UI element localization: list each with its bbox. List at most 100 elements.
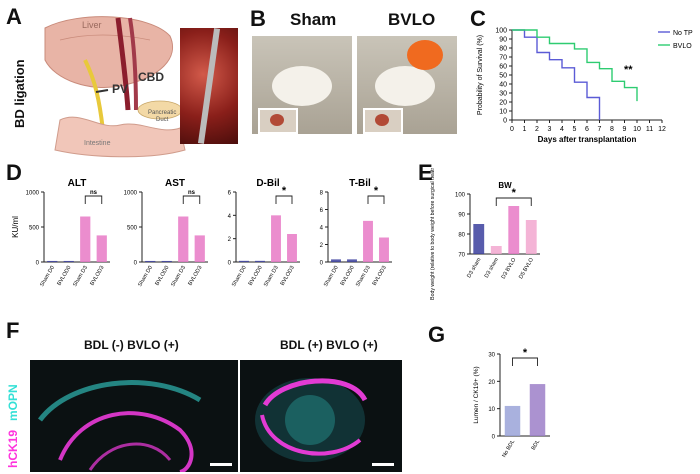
y-tick-label: 90 xyxy=(458,213,465,219)
y-tick-label: 6 xyxy=(320,208,324,214)
bar xyxy=(145,260,156,262)
category-label: Sham D0 xyxy=(231,265,248,288)
y-tick-label: 70 xyxy=(458,253,465,259)
x-tick-label: 9 xyxy=(623,126,627,133)
cbd-label: CBD xyxy=(138,70,164,84)
y-tick-label: 4 xyxy=(228,214,232,220)
bar xyxy=(347,259,357,262)
y-tick-label: 4 xyxy=(320,226,324,232)
lumen-ratio-chart: 0 10 20 30 Lumen / CK19+ (%) No BDL BDL * xyxy=(473,347,550,459)
y-axis-title: Lumen / CK19+ (%) xyxy=(473,366,480,423)
bar xyxy=(194,235,205,262)
y-tick-label: 10 xyxy=(499,109,507,116)
y-tick-label: 1000 xyxy=(124,191,138,197)
category-label: Sham D3 xyxy=(170,265,187,288)
dbil-chart: 0 2 4 6 D-Bil Sham D0 BVLOD0 Sham D3 BVLOD3 * xyxy=(228,178,300,288)
category-label: BVLOD0 xyxy=(56,265,72,287)
y-tick-label: 0 xyxy=(228,261,232,267)
x-tick-label: 1 xyxy=(523,126,527,133)
bar xyxy=(473,224,485,254)
x-tick-label: 2 xyxy=(535,126,539,133)
bile-duct-ligation-illustration xyxy=(44,16,186,158)
x-tick-label: 8 xyxy=(610,126,614,133)
bar xyxy=(508,206,520,254)
category-label: Sham D0 xyxy=(39,265,56,288)
y-tick-label: 30 xyxy=(499,91,507,98)
y-tick-label: 20 xyxy=(499,100,507,107)
y-tick-label: 60 xyxy=(499,64,507,71)
x-tick-label: 11 xyxy=(646,126,653,133)
legend-label-2: BVLO xyxy=(673,43,692,50)
bar xyxy=(47,260,58,262)
significance-label: ns xyxy=(90,190,98,196)
y-axis-title: Probability of Survival (%) xyxy=(477,35,484,115)
x-tick-label: 3 xyxy=(548,126,552,133)
intestine-label: Intestine xyxy=(84,140,111,147)
panel-g-letter: G xyxy=(428,322,446,347)
x-tick-label: 6 xyxy=(585,126,589,133)
y-tick-label: 2 xyxy=(320,243,324,249)
significance-label: * xyxy=(282,185,287,197)
y-tick-label: 50 xyxy=(499,73,507,80)
y-tick-label: 2 xyxy=(228,237,232,243)
significance-bracket xyxy=(512,357,538,366)
bar xyxy=(287,234,297,262)
bar xyxy=(239,260,249,262)
y-tick-label: 500 xyxy=(127,226,138,232)
significance-bracket xyxy=(182,195,201,204)
duct-label: Duct xyxy=(156,117,169,123)
category-label: BVLOD3 xyxy=(372,265,388,287)
x-axis-title: Days after transplantation xyxy=(538,135,637,144)
category-label: BVLOD3 xyxy=(280,265,296,287)
y-tick-label: 8 xyxy=(320,191,324,197)
x-tick-label: 5 xyxy=(573,126,577,133)
y-tick-label: 70 xyxy=(499,55,507,62)
y-tick-label: 30 xyxy=(488,353,495,359)
x-tick-label: 10 xyxy=(633,126,641,133)
y-tick-label: 40 xyxy=(499,82,507,89)
x-tick-label: 0 xyxy=(510,126,514,133)
bar xyxy=(363,220,373,262)
category-label: BVLOD3 xyxy=(187,265,203,287)
f-title-left: BDL (-) BVLO (+) xyxy=(84,338,179,352)
fluorescence-image-right xyxy=(240,360,402,472)
mopn-label: mOPN xyxy=(6,383,20,421)
category-label: Sham D0 xyxy=(137,265,154,288)
y-tick-label: 100 xyxy=(495,28,507,35)
category-label: Sham D3 xyxy=(72,265,89,288)
bar xyxy=(96,235,107,262)
significance-label: * xyxy=(374,185,379,197)
y-tick-label: 0 xyxy=(492,435,496,441)
bvlo-title: BVLO xyxy=(388,10,436,29)
significance-label: * xyxy=(512,187,517,199)
category-label: D5 BVLO xyxy=(518,256,535,280)
y-tick-label: 0 xyxy=(134,261,138,267)
bar xyxy=(80,216,91,262)
y-tick-label: 1000 xyxy=(26,191,40,197)
sham-title: Sham xyxy=(290,10,337,29)
category-label: BVLOD0 xyxy=(154,265,170,287)
significance-bracket xyxy=(275,195,293,204)
bar xyxy=(255,260,265,262)
y-tick-label: 500 xyxy=(29,226,40,232)
body-weight-chart: 70 80 90 100 BW Body weight (relative to body… xyxy=(430,168,540,300)
bar xyxy=(529,384,546,436)
panel-e-letter: E xyxy=(418,160,433,185)
x-tick-label: 12 xyxy=(658,126,666,133)
y-tick-label: 80 xyxy=(458,233,465,239)
x-tick-label: 4 xyxy=(560,126,564,133)
pancreatic-label: Pancreatic xyxy=(148,110,177,116)
bar xyxy=(504,405,521,436)
alt-chart: 0 500 1000 ALT KU/ml Sham D0 BVLOD0 Sham D3 BVLO… xyxy=(11,178,110,288)
y-tick-label: 0 xyxy=(503,118,507,125)
bar xyxy=(271,215,281,262)
chart-title: BW xyxy=(498,181,512,190)
bar xyxy=(525,220,537,254)
panel-b-letter: B xyxy=(250,6,266,31)
fluorescence-image-left xyxy=(30,360,238,472)
tbil-chart: 0 2 4 6 8 T-Bil Sham D0 BVLOD0 Sham D3 BVLOD3 * xyxy=(320,178,392,288)
bar xyxy=(178,216,189,262)
panel-c-letter: C xyxy=(470,6,486,31)
category-label: Sham D0 xyxy=(323,265,340,288)
